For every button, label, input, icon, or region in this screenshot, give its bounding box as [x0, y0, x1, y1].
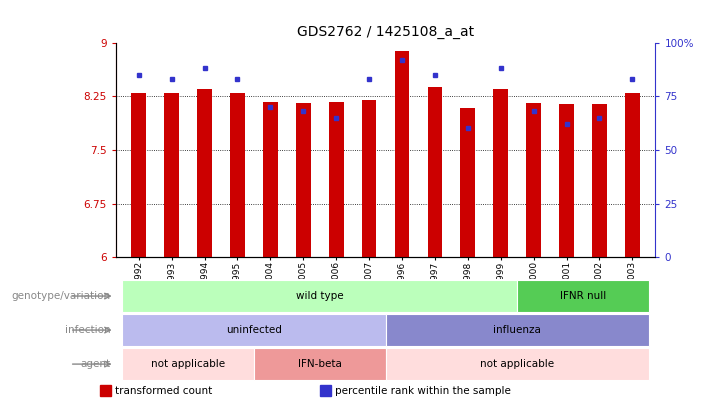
Bar — [526, 102, 541, 257]
Bar — [254, 348, 386, 380]
Bar — [592, 104, 607, 257]
Bar — [517, 280, 649, 312]
Bar — [122, 348, 254, 380]
Bar — [320, 385, 331, 396]
Bar — [386, 348, 649, 380]
Bar — [559, 104, 574, 257]
Text: IFN-beta: IFN-beta — [298, 359, 341, 369]
Text: not applicable: not applicable — [480, 359, 554, 369]
Bar — [329, 102, 343, 257]
Bar — [494, 89, 508, 257]
Bar — [122, 314, 386, 346]
Text: wild type: wild type — [296, 291, 343, 301]
Bar — [296, 102, 311, 257]
Bar — [386, 314, 649, 346]
Text: influenza: influenza — [494, 325, 541, 335]
Bar — [164, 93, 179, 257]
Text: infection: infection — [64, 325, 110, 335]
Text: genotype/variation: genotype/variation — [11, 291, 110, 301]
Bar — [122, 280, 517, 312]
Text: uninfected: uninfected — [226, 325, 282, 335]
Text: IFNR null: IFNR null — [560, 291, 606, 301]
Bar — [625, 93, 640, 257]
Bar — [428, 87, 442, 257]
Bar — [395, 51, 409, 257]
Bar — [230, 93, 245, 257]
Bar — [461, 109, 475, 257]
Text: transformed count: transformed count — [115, 386, 212, 396]
Text: percentile rank within the sample: percentile rank within the sample — [335, 386, 511, 396]
Bar — [197, 89, 212, 257]
Bar — [263, 102, 278, 257]
Text: agent: agent — [80, 359, 110, 369]
Bar — [131, 93, 146, 257]
Bar — [100, 385, 111, 396]
Text: not applicable: not applicable — [151, 359, 225, 369]
Title: GDS2762 / 1425108_a_at: GDS2762 / 1425108_a_at — [297, 25, 474, 39]
Bar — [362, 100, 376, 257]
